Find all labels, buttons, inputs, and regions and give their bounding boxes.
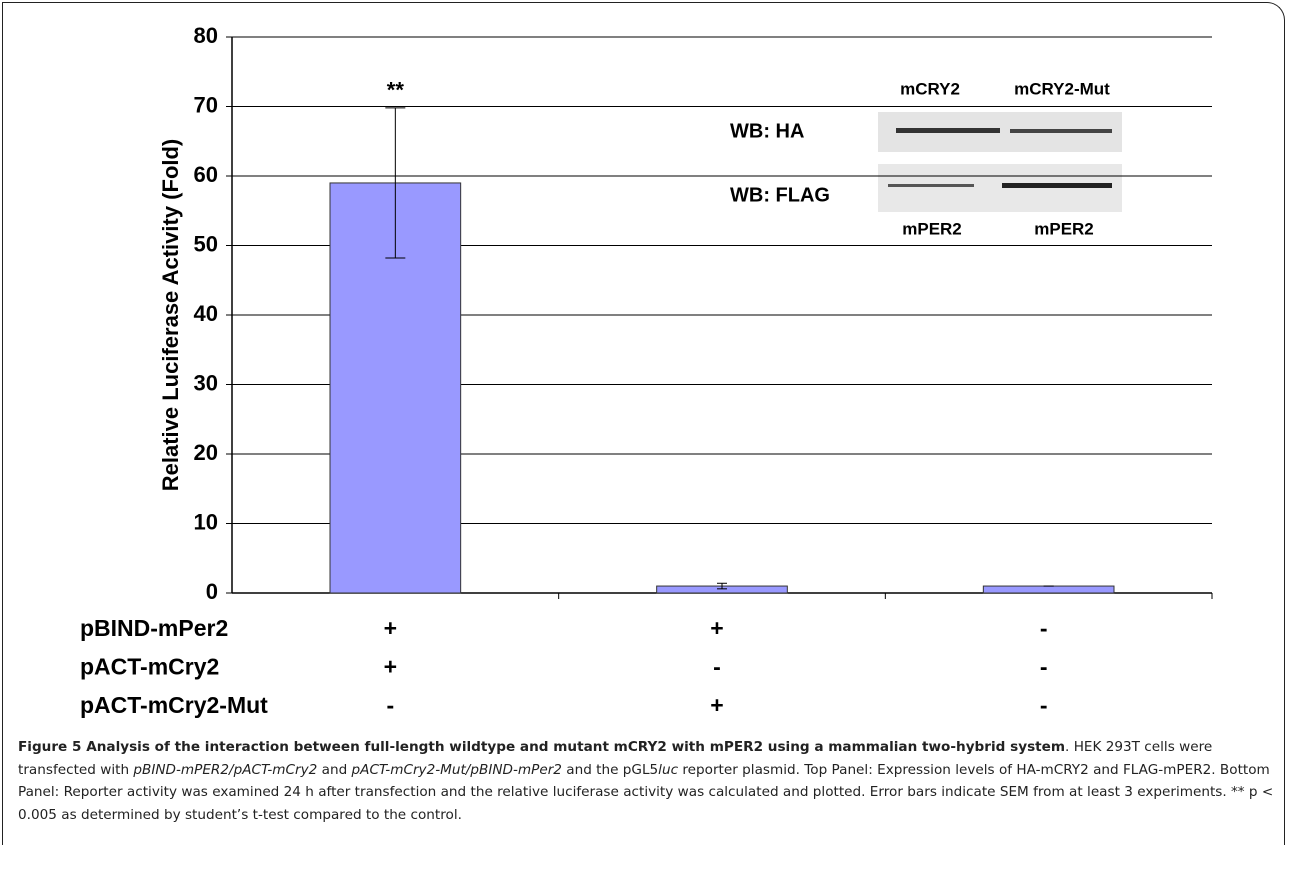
page: Relative Luciferase Activity (Fold) 0 10 2…	[0, 0, 1290, 873]
caption-text: and the pGL5	[562, 762, 658, 778]
inset-bottom-label: mPER2	[1034, 219, 1094, 238]
condition-cell: -	[386, 692, 394, 718]
inset-bottom-label: mPER2	[902, 219, 962, 238]
condition-label: pACT-mCry2	[80, 654, 219, 680]
inset-row: WB: FLAG	[730, 184, 830, 206]
y-axis-label: Relative Luciferase Activity (Fold)	[158, 139, 183, 492]
condition-cell: +	[384, 615, 397, 641]
condition-cell: +	[710, 615, 723, 641]
inset-column: mCRY2	[900, 79, 960, 98]
caption-text: and	[317, 762, 351, 778]
y-tick-label: 30	[194, 370, 218, 395]
caption-italic: pACT-mCry2-Mut/pBIND-mPer2	[352, 762, 562, 778]
blot-band	[896, 128, 1000, 133]
annotation: **	[387, 78, 405, 103]
y-tick-label: 20	[194, 440, 218, 465]
condition-cell: -	[1040, 692, 1048, 718]
condition-cell: +	[710, 692, 723, 718]
y-tick-label: 60	[194, 162, 218, 187]
caption-italic: luc	[658, 762, 678, 778]
y-tick-label: 0	[206, 579, 218, 604]
caption: Figure 5 Analysis of the interaction bet…	[18, 736, 1280, 826]
y-tick-label: 10	[194, 509, 218, 534]
bar	[983, 586, 1114, 593]
condition-cell: -	[713, 654, 721, 680]
inset-row: WB: HA	[730, 120, 804, 142]
condition-cell: -	[1040, 615, 1048, 641]
caption-title: Figure 5 Analysis of the interaction bet…	[18, 739, 1065, 755]
blot-band	[888, 184, 974, 187]
blot-band	[1002, 183, 1112, 188]
condition-cell: +	[384, 654, 397, 680]
y-tick-label: 50	[194, 231, 218, 256]
chart: Relative Luciferase Activity (Fold) 0 10 2…	[0, 0, 1290, 730]
y-tick-label: 40	[194, 301, 218, 326]
caption-italic: pBIND-mPER2/pACT-mCry2	[133, 762, 317, 778]
blot-band	[1010, 129, 1112, 133]
y-tick-label: 70	[194, 92, 218, 117]
inset-column: mCRY2-Mut	[1014, 79, 1110, 98]
condition-label: pBIND-mPer2	[80, 615, 228, 641]
y-tick-label: 80	[194, 23, 218, 48]
condition-label: pACT-mCry2-Mut	[80, 692, 268, 718]
condition-cell: -	[1040, 654, 1048, 680]
